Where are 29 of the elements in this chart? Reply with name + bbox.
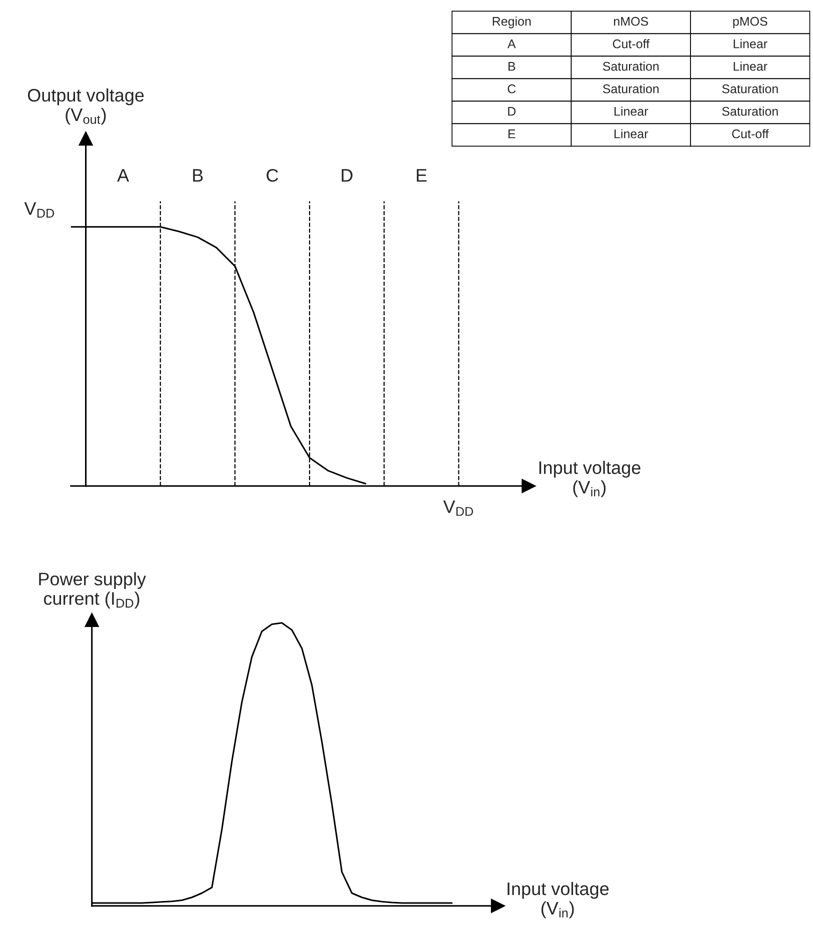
- text: Linear: [734, 62, 768, 71]
- y-axis-title: Power supply current (I$_{DD}$): [39, 572, 146, 608]
- text: D: [342, 169, 352, 182]
- text: Saturation: [722, 106, 778, 116]
- text: Saturation: [602, 84, 659, 94]
- text: D: [508, 107, 516, 116]
- text: Saturation: [722, 84, 778, 94]
- x-axis-title: Input voltage (V$_{in}$): [539, 460, 640, 498]
- text: V$_{DD}$: [443, 500, 474, 516]
- text: E: [508, 130, 516, 138]
- text: Cut-off: [732, 129, 769, 138]
- text: V$_{DD}$: [24, 202, 54, 218]
- text: E: [416, 169, 427, 182]
- x-axis-title: Input voltage (V$_{in}$): [508, 882, 609, 918]
- text: A: [117, 169, 130, 182]
- category-label: Region: [492, 16, 531, 28]
- text: C: [266, 168, 278, 182]
- text: Linear: [614, 106, 648, 116]
- text: B: [193, 169, 203, 182]
- text: Linear: [734, 39, 768, 48]
- text: A: [508, 40, 516, 48]
- category-label: nMOS: [614, 16, 648, 26]
- category-label: pMOS: [733, 16, 768, 28]
- y-axis-title: Output voltage (V$_{out}$): [28, 88, 144, 125]
- text: Linear: [614, 129, 648, 138]
- text: C: [508, 84, 516, 94]
- text: Saturation: [602, 62, 659, 71]
- text: B: [508, 62, 516, 71]
- text: Cut-off: [612, 39, 650, 48]
